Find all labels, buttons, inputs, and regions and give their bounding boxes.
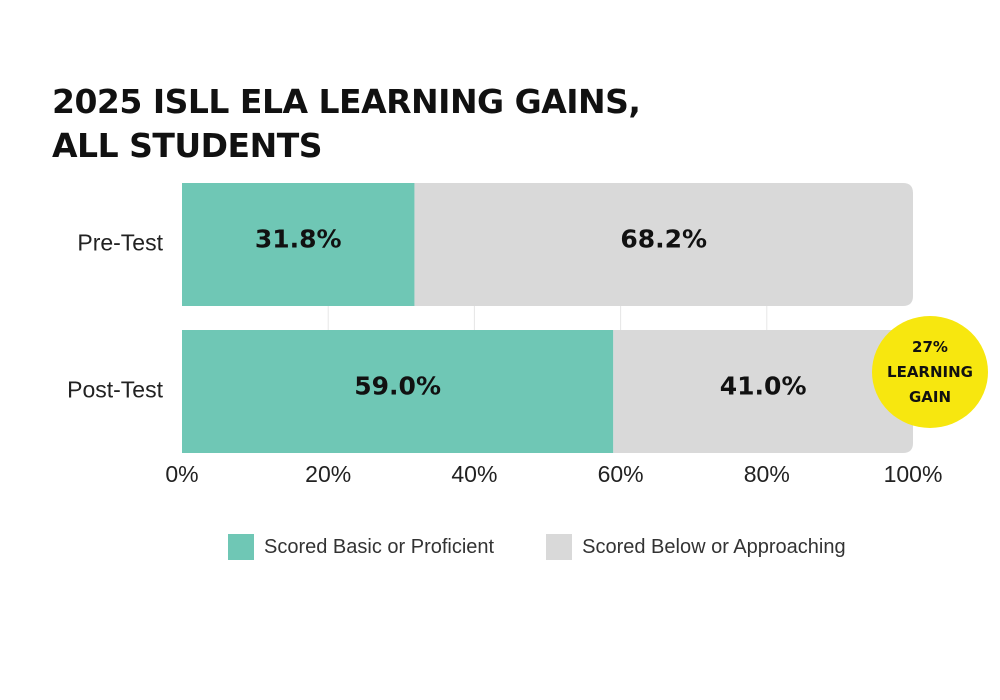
chart-title-line-2: ALL STUDENTS [52,126,323,165]
badge-line-2: LEARNING [887,362,973,381]
bar-value-label: 31.8% [255,225,342,254]
category-label: Pre-Test [77,230,163,256]
badge-line-1: 27% [912,337,948,356]
bar-value-label: 59.0% [354,372,441,401]
bar-value-label: 41.0% [720,372,807,401]
x-tick-label: 0% [165,461,198,487]
legend-item-below-approaching: Scored Below or Approaching [546,534,846,560]
badge-line-3: GAIN [908,387,952,406]
bar-segment [414,183,913,306]
chart-title-line-1: 2025 ISLL ELA LEARNING GAINS, [52,82,641,121]
bar-segment [182,330,614,453]
legend-swatch-below-approaching [546,534,573,560]
x-tick-label: 80% [744,461,790,487]
x-tick-label: 20% [305,461,351,487]
legend-swatch-basic-proficient [228,534,254,560]
bar-value-label: 68.2% [620,225,707,254]
category-label: Post-Test [67,377,163,403]
bar-segment [613,330,913,453]
chart-legend: Scored Basic or Proficient Scored Below … [228,534,898,560]
legend-label-basic-proficient: Scored Basic or Proficient [264,535,495,558]
bar-segment [182,183,415,306]
learning-gain-badge: 27% LEARNING GAIN [872,316,988,428]
x-tick-label: 100% [884,461,943,487]
legend-label-below-approaching: Scored Below or Approaching [582,535,846,558]
legend-item-basic-proficient: Scored Basic or Proficient [228,534,494,560]
x-tick-label: 40% [451,461,497,487]
x-tick-label: 60% [598,461,644,487]
chart-title: 2025 ISLL ELA LEARNING GAINS, ALL STUDEN… [52,80,641,168]
